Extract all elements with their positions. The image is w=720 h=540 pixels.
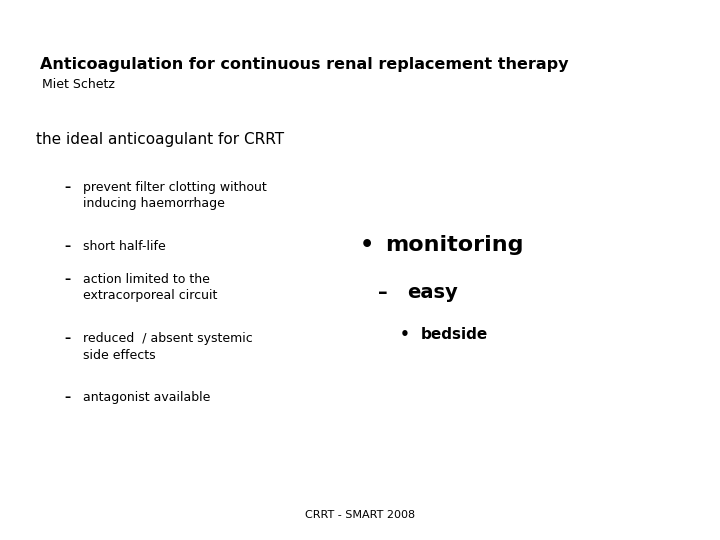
Text: •: • — [400, 327, 410, 342]
Text: the ideal anticoagulant for CRRT: the ideal anticoagulant for CRRT — [36, 132, 284, 147]
Text: prevent filter clotting without
inducing haemorrhage: prevent filter clotting without inducing… — [83, 181, 266, 211]
Text: –: – — [378, 284, 387, 302]
Text: –: – — [65, 332, 71, 345]
Text: –: – — [65, 392, 71, 404]
Text: bedside: bedside — [421, 327, 488, 342]
Text: CRRT - SMART 2008: CRRT - SMART 2008 — [305, 510, 415, 521]
Text: –: – — [65, 240, 71, 253]
Text: •: • — [360, 235, 374, 255]
Text: reduced  / absent systemic
side effects: reduced / absent systemic side effects — [83, 332, 253, 362]
Text: Miet Schetz: Miet Schetz — [42, 78, 114, 91]
Text: antagonist available: antagonist available — [83, 392, 210, 404]
Text: Anticoagulation for continuous renal replacement therapy: Anticoagulation for continuous renal rep… — [40, 57, 568, 72]
Text: monitoring: monitoring — [385, 235, 523, 255]
Text: short half-life: short half-life — [83, 240, 166, 253]
Text: –: – — [65, 181, 71, 194]
Text: easy: easy — [407, 284, 457, 302]
Text: –: – — [65, 273, 71, 286]
Text: action limited to the
extracorporeal circuit: action limited to the extracorporeal cir… — [83, 273, 217, 302]
